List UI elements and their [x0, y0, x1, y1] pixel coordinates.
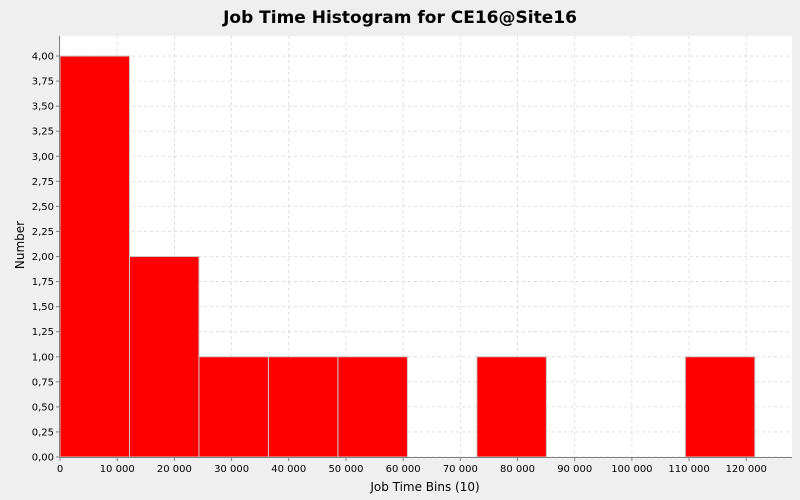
bars	[59, 55, 756, 458]
chart-title: Job Time Histogram for CE16@Site16	[222, 8, 577, 28]
y-axis-label: Number	[13, 221, 27, 269]
x-tick-label: 70 000	[443, 464, 478, 475]
histogram-bar	[198, 356, 269, 458]
x-tick-label: 60 000	[386, 464, 421, 475]
x-tick-label: 120 000	[726, 464, 767, 475]
y-tick-label: 1,50	[32, 302, 54, 313]
y-tick-label: 0,00	[32, 453, 54, 464]
y-tick-label: 2,50	[32, 202, 54, 213]
y-axis-ticks: 0,00 0,25 0,50 0,75 1,00 1,25 1,50 1,75 2,00 2,25…	[32, 52, 60, 464]
x-tick-label: 20 000	[157, 464, 192, 475]
y-tick-label: 0,25	[32, 427, 54, 438]
x-tick-label: 0	[57, 464, 63, 475]
y-tick-label: 4,00	[32, 52, 54, 63]
histogram-bar	[267, 356, 339, 458]
x-tick-label: 110 000	[668, 464, 709, 475]
x-tick-label: 30 000	[214, 464, 249, 475]
y-tick-label: 3,50	[32, 102, 54, 113]
y-tick-label: 1,00	[32, 352, 54, 363]
y-tick-label: 0,50	[32, 402, 54, 413]
y-tick-label: 2,25	[32, 227, 54, 238]
y-tick-label: 2,75	[32, 177, 54, 188]
y-tick-label: 1,25	[32, 327, 54, 338]
histogram-bar	[59, 55, 130, 458]
x-tick-label: 80 000	[500, 464, 535, 475]
x-axis-label: Job Time Bins (10)	[369, 480, 479, 494]
x-tick-label: 10 000	[100, 464, 135, 475]
x-tick-label: 50 000	[328, 464, 363, 475]
histogram-bar	[337, 356, 408, 458]
y-tick-label: 1,75	[32, 277, 54, 288]
x-tick-label: 90 000	[557, 464, 592, 475]
y-tick-label: 3,00	[32, 152, 54, 163]
histogram-bar	[128, 256, 200, 458]
histogram-bar	[476, 356, 547, 458]
y-tick-label: 2,00	[32, 252, 54, 263]
x-axis-ticks: 0 10 000 20 000 30 000 40 000 50 000 60 000 70 …	[57, 457, 767, 475]
y-tick-label: 0,75	[32, 377, 54, 388]
y-tick-label: 3,25	[32, 127, 54, 138]
x-tick-label: 100 000	[611, 464, 652, 475]
histogram-bar	[684, 356, 756, 458]
y-tick-label: 3,75	[32, 77, 54, 88]
x-tick-label: 40 000	[271, 464, 306, 475]
